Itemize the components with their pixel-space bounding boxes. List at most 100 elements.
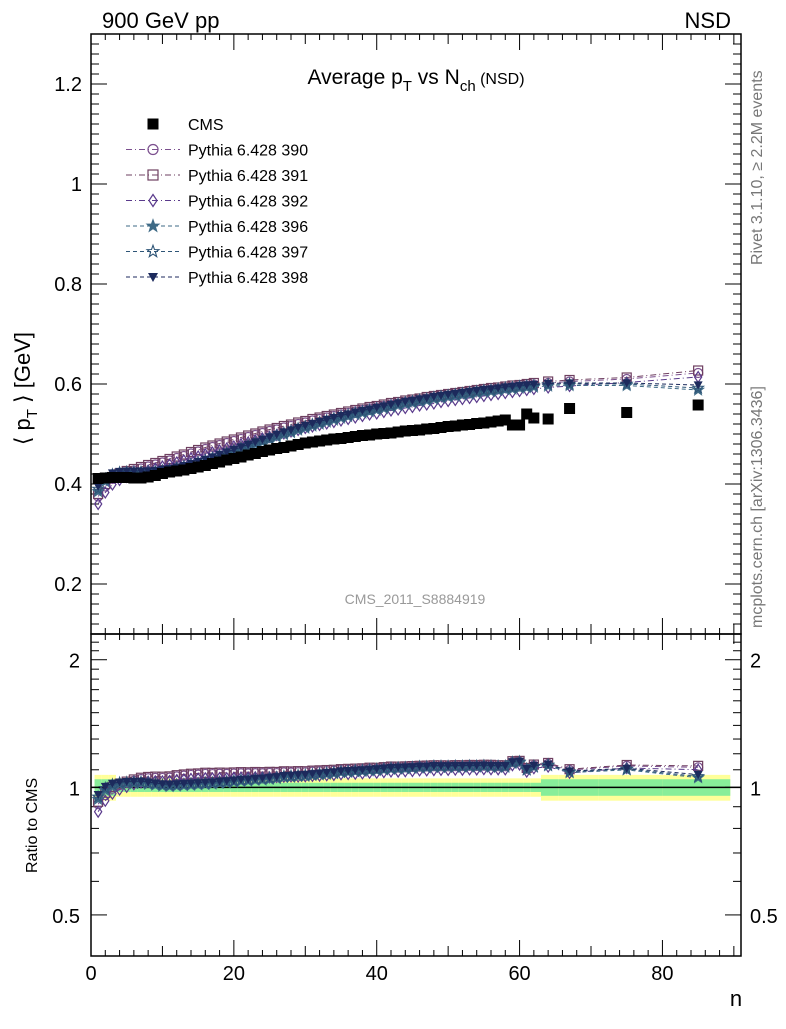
series-2-point <box>693 365 704 376</box>
ratio-y-tick-label-right: 2 <box>750 651 761 673</box>
cms-data-point <box>149 470 161 481</box>
series-6-ratio-point <box>350 766 360 775</box>
series-6-ratio-point <box>122 778 132 787</box>
legend-label: Pythia 6.428 390 <box>188 143 308 160</box>
series-2-point <box>200 442 211 453</box>
series-6-ratio-point <box>186 779 196 788</box>
series-6-point <box>407 396 417 405</box>
series-6-ratio-point <box>450 761 460 770</box>
tick-labels: 0 20 40 60 80 0.2 0.4 0.6 0.8 1 1.2 0.5 0.5 1 1 2 2 <box>52 74 778 985</box>
series-2-point <box>214 438 225 449</box>
series-6-point <box>215 450 225 459</box>
cms-data-point <box>292 439 304 450</box>
cms-data-point <box>114 472 126 483</box>
series-5-point <box>691 380 706 394</box>
series-6-ratio-point <box>315 769 325 778</box>
series-6-ratio-point <box>336 767 346 776</box>
cms-data-point <box>399 425 411 437</box>
main-y-tick-label: 1 <box>71 174 82 196</box>
cms-data-point <box>621 407 633 418</box>
cms-data-point <box>456 419 468 431</box>
cms-data-point <box>185 463 197 474</box>
mcplots-label: mcplots.cern.ch [arXiv:1306.3436] <box>749 386 766 628</box>
data-marks <box>91 365 706 819</box>
series-6-point <box>129 467 139 476</box>
legend-marker <box>148 193 158 208</box>
series-6-ratio-point <box>565 767 575 776</box>
cms-data-point <box>342 432 354 443</box>
cms-data-point <box>378 428 390 439</box>
legend: CMS Pythia 6.428 390 Pythia 6.428 391 Pythi… <box>126 117 308 287</box>
series-6-point <box>329 413 339 422</box>
cms-data-point <box>178 464 190 476</box>
series-6-ratio-point <box>93 791 103 800</box>
series-6-ratio-point <box>193 779 203 788</box>
chart-title: Average pT vs Nch (NSD) <box>307 66 524 95</box>
series-3-ratio-point <box>93 805 103 819</box>
series-6-ratio-point <box>429 762 439 771</box>
series-6-ratio-point <box>322 768 332 777</box>
cms-data-point <box>278 442 290 453</box>
main-y-tick-label: 0.4 <box>54 474 82 496</box>
series-6-point <box>415 395 425 404</box>
cms-data-point <box>421 423 433 435</box>
series-6-ratio-point <box>479 761 489 770</box>
cms-data-point <box>371 428 383 440</box>
series-6-ratio-point <box>400 763 410 772</box>
series-6-point <box>236 443 246 452</box>
legend-label: CMS <box>188 117 224 134</box>
cms-data-point <box>285 440 297 452</box>
analysis-tag: CMS_2011_S8884919 <box>345 591 486 607</box>
legend-marker <box>147 118 159 130</box>
main-y-tick-label: 1.2 <box>54 74 82 96</box>
series-6-point <box>336 411 346 420</box>
cms-data-point <box>228 453 240 464</box>
series-6-point <box>307 419 317 428</box>
series-3-ratio-point <box>100 794 110 808</box>
cms-data-point <box>199 460 211 471</box>
ratio-panel-frame <box>90 633 742 957</box>
legend-marker <box>148 273 158 282</box>
series-6-ratio-point <box>172 780 182 789</box>
series-6-ratio-point <box>179 779 189 788</box>
series-6-point <box>543 379 553 388</box>
series-6-ratio-point <box>465 761 475 770</box>
series-5-point <box>91 481 106 495</box>
x-tick-label: 80 <box>651 963 673 985</box>
cms-data-point <box>92 473 104 484</box>
cms-data-point <box>478 417 490 429</box>
series-6-ratio-point <box>407 763 417 772</box>
series-6-point <box>200 455 210 464</box>
series-6-ratio-point <box>129 777 139 786</box>
series-6-point <box>486 385 496 394</box>
series-6-point <box>265 433 275 442</box>
series-6-point <box>322 415 332 424</box>
ratio-y-axis-label: Ratio to CMS <box>24 778 41 873</box>
series-6-ratio-point <box>293 771 303 780</box>
series-6-ratio-point <box>265 773 275 782</box>
series-6-ratio-point <box>457 761 467 771</box>
rivet-version-label: Rivet 3.1.10, ≥ 2.2M events <box>749 70 766 265</box>
series-6-ratio-point <box>329 768 339 777</box>
cms-data-point <box>349 431 361 442</box>
series-6-ratio-point <box>693 770 703 780</box>
series-2-point <box>185 446 197 458</box>
series-6-ratio-point <box>222 777 232 786</box>
series-4-point <box>691 382 706 396</box>
series-6-ratio-point <box>143 778 153 787</box>
series-6-point <box>436 391 446 400</box>
cms-data-point <box>328 433 340 445</box>
ratio-y-tick-label: 0.5 <box>52 906 80 928</box>
series-6-point <box>279 428 289 437</box>
cms-data-point <box>449 420 461 432</box>
ratio-y-tick-label-right: 1 <box>750 778 761 800</box>
series-6-ratio-point <box>443 762 453 771</box>
cms-data-point <box>299 437 311 449</box>
cms-data-point <box>214 456 226 468</box>
cms-data-point <box>335 433 347 444</box>
cms-data-point <box>321 434 333 446</box>
series-6-point <box>472 386 482 395</box>
cms-data-point <box>564 403 576 414</box>
series-6-line <box>97 382 699 487</box>
series-6-ratio-point <box>415 762 425 771</box>
